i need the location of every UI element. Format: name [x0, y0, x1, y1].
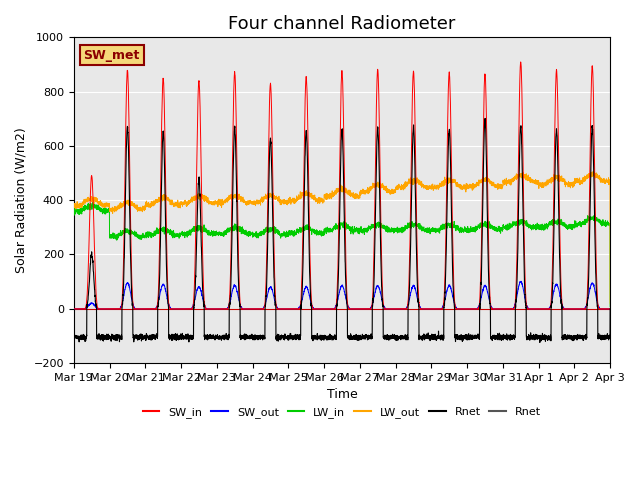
Legend: SW_in, SW_out, LW_in, LW_out, Rnet, Rnet: SW_in, SW_out, LW_in, LW_out, Rnet, Rnet	[138, 403, 545, 422]
Y-axis label: Solar Radiation (W/m2): Solar Radiation (W/m2)	[15, 127, 28, 273]
Title: Four channel Radiometer: Four channel Radiometer	[228, 15, 456, 33]
X-axis label: Time: Time	[326, 388, 357, 401]
Text: SW_met: SW_met	[83, 48, 140, 61]
